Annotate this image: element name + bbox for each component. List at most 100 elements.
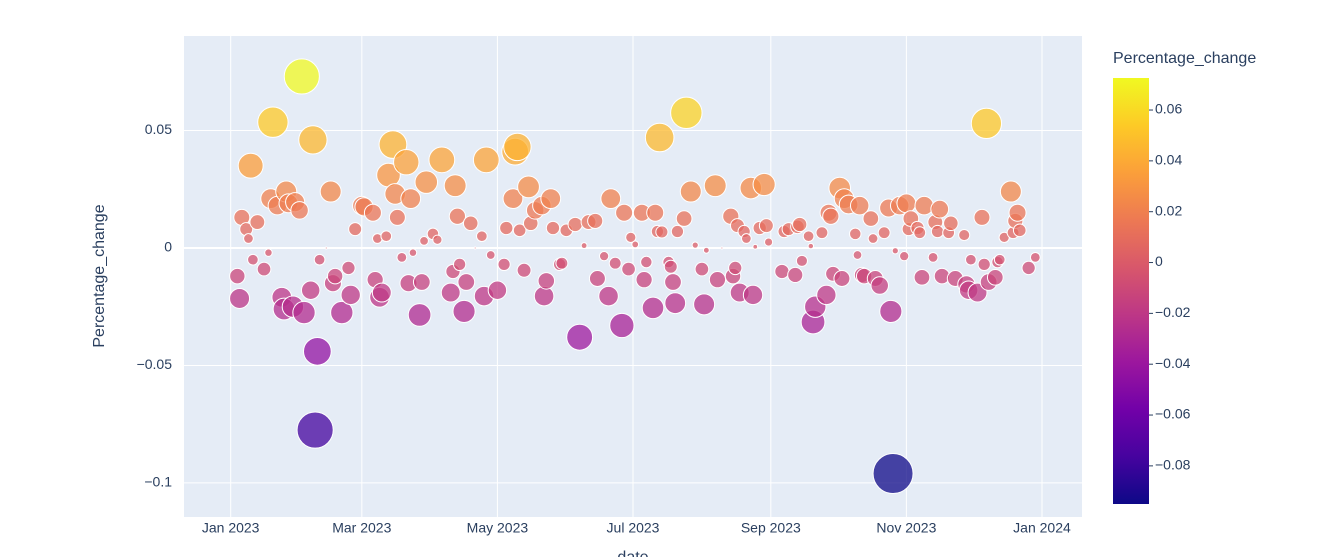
point (428, 146, 456, 174)
point (631, 240, 640, 249)
point (879, 299, 903, 323)
x-tick-label: Nov 2023 (876, 520, 936, 536)
point (708, 271, 727, 289)
y-axis-title: Percentage_change (91, 204, 108, 347)
point (487, 280, 508, 300)
point (965, 253, 977, 266)
point (833, 270, 851, 287)
point (452, 299, 476, 323)
point (303, 336, 332, 366)
point (237, 152, 264, 179)
point (537, 272, 556, 290)
point (264, 248, 273, 257)
point (502, 188, 524, 209)
point (324, 246, 328, 250)
point (290, 201, 309, 220)
point (1008, 203, 1027, 222)
point (1021, 260, 1036, 276)
point (476, 230, 488, 243)
point (580, 242, 588, 250)
point (283, 58, 320, 95)
point (691, 241, 699, 249)
point (326, 267, 344, 285)
y-tick-label: 0 (164, 239, 172, 255)
point (849, 195, 870, 216)
point (452, 257, 467, 272)
point (993, 253, 1006, 266)
point (473, 246, 477, 250)
point (927, 251, 939, 263)
point (663, 259, 678, 274)
point (443, 174, 467, 198)
point (400, 188, 422, 209)
x-tick-label: Jul 2023 (607, 520, 660, 536)
point (257, 106, 289, 138)
point (977, 257, 991, 272)
point (503, 132, 532, 162)
point (870, 276, 889, 295)
point (872, 453, 914, 495)
point (958, 228, 971, 242)
point (609, 312, 635, 339)
point (457, 273, 476, 291)
point (758, 218, 774, 234)
point (913, 226, 927, 240)
point (598, 251, 610, 262)
x-tick-label: Jan 2024 (1013, 520, 1071, 536)
point (862, 210, 880, 227)
point (497, 257, 511, 272)
point (300, 280, 321, 300)
point (970, 107, 1003, 140)
point (587, 212, 604, 230)
point (807, 242, 815, 250)
point (670, 96, 703, 130)
point (655, 225, 669, 239)
point (545, 220, 561, 236)
point (566, 323, 594, 351)
point (512, 223, 527, 238)
point (822, 207, 840, 225)
point (412, 273, 431, 291)
x-tick-label: Mar 2023 (332, 520, 391, 536)
point (877, 226, 891, 240)
colorbar-tick-label: −0.06 (1155, 406, 1191, 422)
point (679, 180, 702, 203)
point (640, 255, 653, 269)
y-tick-label: −0.1 (144, 474, 172, 490)
point (670, 224, 685, 239)
point (646, 203, 665, 222)
point (752, 172, 776, 197)
point (930, 224, 945, 239)
x-axis-title: date (617, 549, 648, 557)
point (292, 300, 316, 325)
point (742, 284, 764, 306)
point (973, 208, 991, 226)
point (764, 237, 774, 247)
point (891, 247, 899, 255)
point (930, 199, 950, 219)
point (256, 261, 272, 277)
point (419, 236, 429, 246)
point (600, 188, 622, 209)
colorbar-tick-label: −0.04 (1155, 355, 1191, 371)
point (414, 170, 439, 194)
point (371, 282, 392, 303)
point (675, 210, 693, 227)
point (899, 251, 910, 262)
point (703, 174, 727, 198)
point (407, 303, 432, 327)
x-tick-label: May 2023 (467, 520, 529, 536)
point (472, 146, 500, 174)
point (555, 256, 569, 270)
point (396, 251, 408, 263)
point (896, 193, 917, 214)
point (598, 285, 619, 307)
y-tick-label: −0.05 (137, 356, 173, 372)
point (448, 207, 467, 225)
point (249, 214, 266, 231)
point (625, 231, 637, 243)
point (608, 256, 622, 270)
point (774, 263, 790, 280)
point (388, 208, 406, 226)
